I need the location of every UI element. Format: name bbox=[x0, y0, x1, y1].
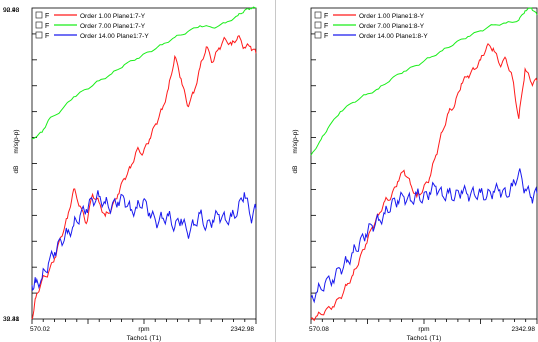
legend-entry-2: Order 7.00 Plane1:7-Y bbox=[80, 23, 146, 30]
x-tick-label-min: 570.08 bbox=[309, 326, 329, 333]
legend-entry-3: Order 14.00 Plane1:7-Y bbox=[80, 33, 149, 40]
x-axis-unit: rpm bbox=[138, 326, 149, 333]
legend: F Order 1.00 Plane1:8-Y F Order 7.00 Plane1… bbox=[314, 11, 428, 40]
y-axis-unit: dB bbox=[13, 166, 20, 174]
series-line-3 bbox=[310, 168, 538, 304]
chart-left: F Order 1.00 Plane1:7-Y F Order 7.00 Plane1… bbox=[3, 6, 257, 342]
x-axis-label: Tacho1 (T1) bbox=[127, 335, 162, 342]
y-tick-label-top: 92.48 bbox=[3, 7, 20, 14]
legend-checkbox-2[interactable] bbox=[35, 21, 43, 29]
y-tick-label-bottom: 32.31 bbox=[3, 316, 20, 323]
legend-checkbox-3[interactable] bbox=[35, 31, 43, 39]
legend-checkbox-1[interactable] bbox=[314, 11, 322, 19]
legend-checkbox-label: F bbox=[45, 33, 49, 40]
x-tick-label-min: 570.02 bbox=[30, 326, 50, 333]
y-axis-label: m/s(p-p) bbox=[292, 129, 299, 153]
legend-checkbox-label: F bbox=[45, 13, 49, 20]
y-tick-label-bottom: 39.48 bbox=[3, 316, 20, 323]
x-axis-label: Tacho1 (T1) bbox=[407, 335, 442, 342]
series-line-2 bbox=[31, 6, 257, 140]
plot-frame bbox=[310, 7, 538, 320]
series-line-1 bbox=[310, 42, 538, 322]
y-tick-label-top: 90.93 bbox=[3, 7, 20, 14]
series-line-3 bbox=[31, 190, 257, 292]
legend-checkbox-label: F bbox=[324, 23, 328, 30]
legend-checkbox-label: F bbox=[324, 33, 328, 40]
plot-frame bbox=[31, 7, 257, 320]
panel-divider bbox=[275, 0, 276, 342]
legend: F Order 1.00 Plane1:7-Y F Order 7.00 Plane1… bbox=[35, 11, 149, 40]
legend-entry-3: Order 14.00 Plane1:8-Y bbox=[359, 33, 428, 40]
series-line-2 bbox=[310, 7, 538, 156]
legend-entry-1: Order 1.00 Plane1:8-Y bbox=[359, 13, 425, 20]
legend-checkbox-label: F bbox=[45, 23, 49, 30]
legend-checkbox-3[interactable] bbox=[314, 31, 322, 39]
series-line-1 bbox=[31, 34, 257, 320]
y-axis-unit: dB bbox=[292, 166, 299, 174]
legend-checkbox-1[interactable] bbox=[35, 11, 43, 19]
chart-right: F Order 1.00 Plane1:8-Y F Order 7.00 Plane1… bbox=[3, 7, 538, 342]
legend-checkbox-2[interactable] bbox=[314, 21, 322, 29]
legend-entry-2: Order 7.00 Plane1:8-Y bbox=[359, 23, 425, 30]
legend-entry-1: Order 1.00 Plane1:7-Y bbox=[80, 13, 146, 20]
x-tick-label-max: 2342.98 bbox=[231, 326, 255, 333]
y-axis-label: m/s(p-p) bbox=[13, 129, 20, 153]
x-tick-label-max: 2342.98 bbox=[512, 326, 536, 333]
x-axis-unit: rpm bbox=[418, 326, 429, 333]
legend-checkbox-label: F bbox=[324, 13, 328, 20]
